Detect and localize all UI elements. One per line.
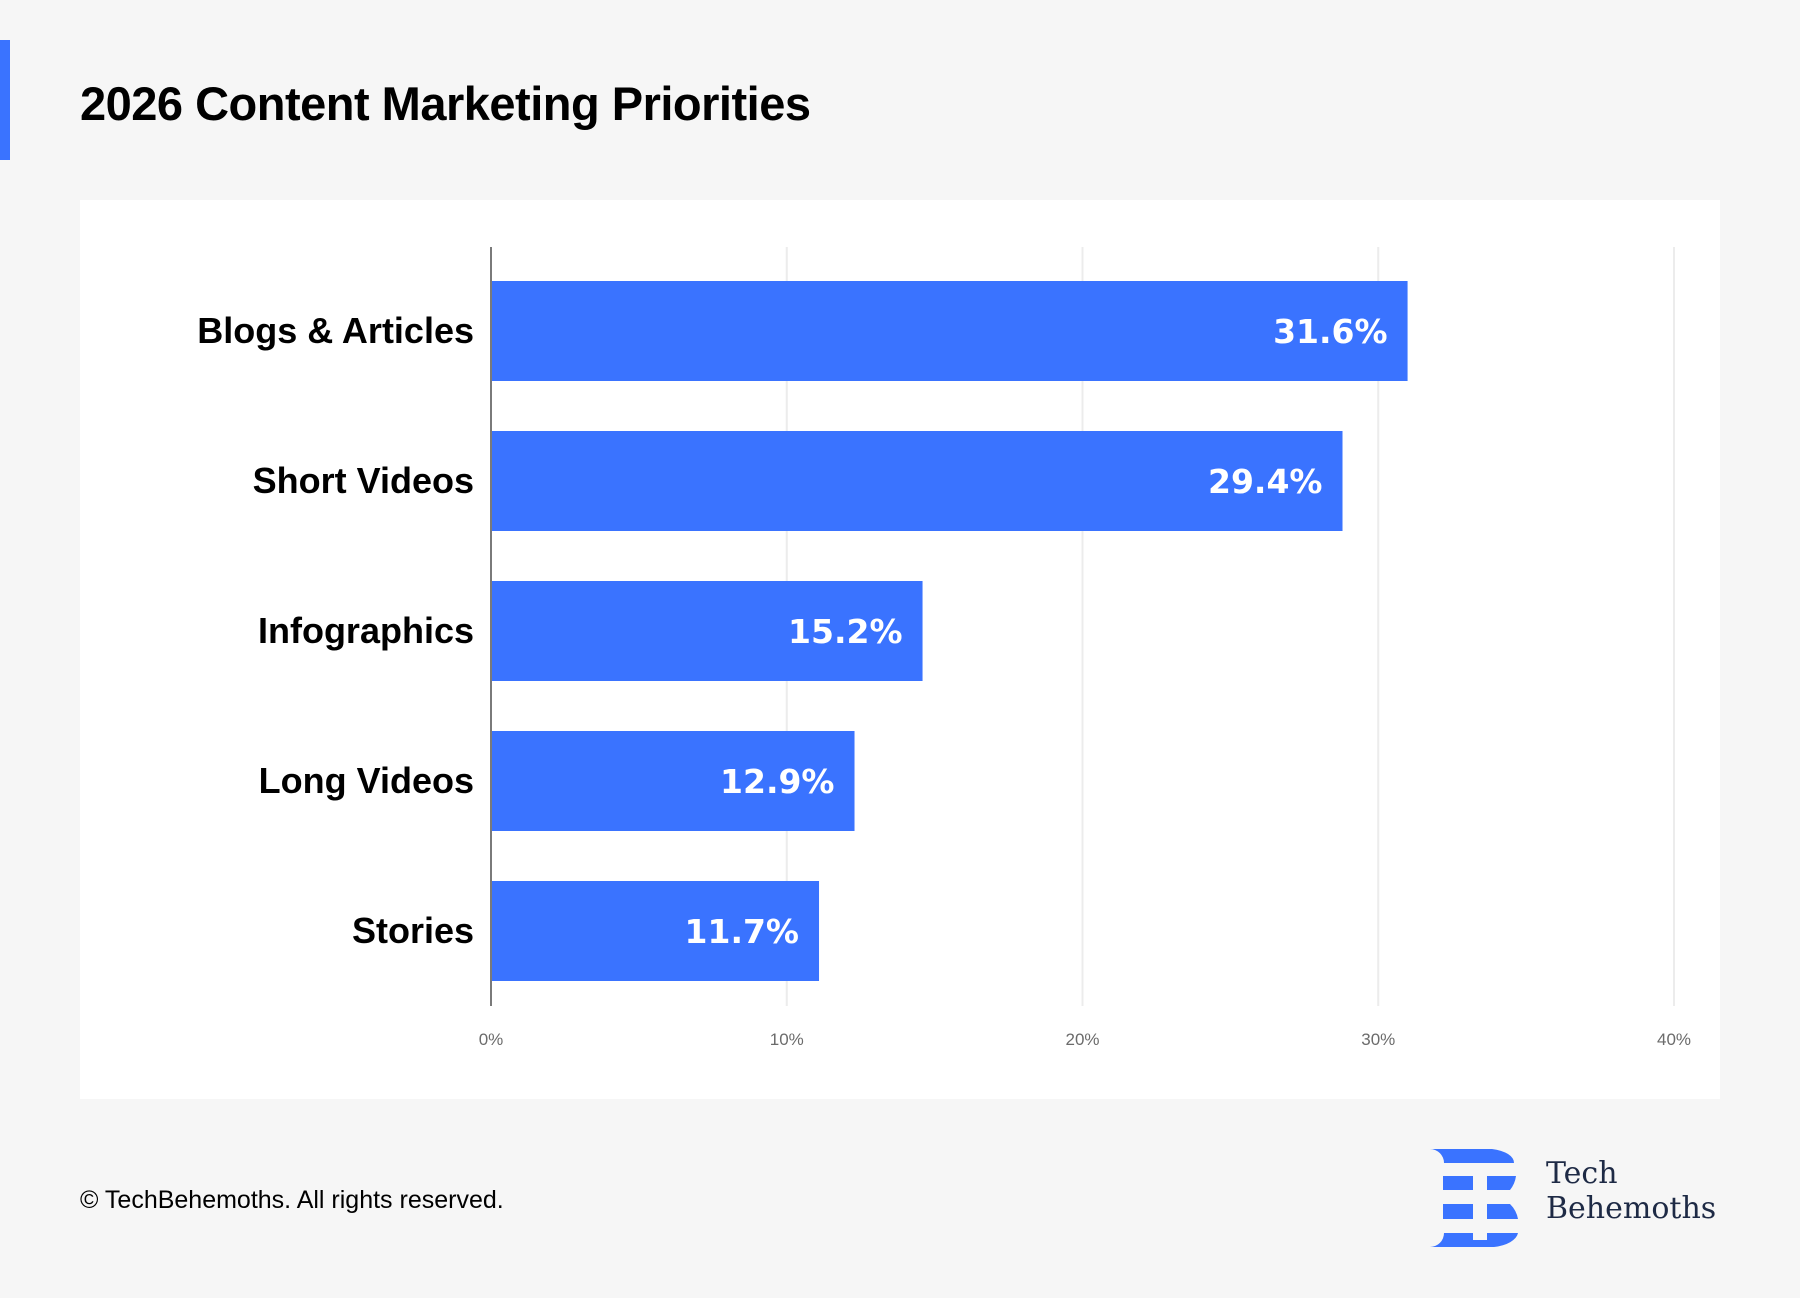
x-tick-label: 30%	[1361, 1030, 1395, 1049]
category-label: Stories	[352, 910, 474, 951]
techbehemoths-logo-icon	[1430, 1149, 1518, 1247]
category-labels: Blogs & Articles Short Videos Infographics…	[197, 310, 474, 951]
value-label: 31.6%	[1273, 312, 1388, 351]
bar	[491, 281, 1408, 381]
page-title: 2026 Content Marketing Priorities	[80, 77, 811, 130]
bar	[491, 581, 923, 681]
title-accent-bar	[0, 40, 10, 160]
logo-line-1: Tech	[1546, 1156, 1618, 1191]
value-label: 29.4%	[1208, 462, 1323, 501]
value-labels: 31.6% 29.4% 15.2% 12.9% 11.7%	[685, 312, 1388, 951]
category-label: Short Videos	[253, 460, 474, 501]
x-tick-labels: 0% 10% 20% 30% 40%	[479, 1030, 1691, 1049]
logo-wordmark: Tech Behemoths	[1546, 1156, 1716, 1226]
value-label: 12.9%	[720, 762, 835, 801]
x-tick-label: 0%	[479, 1030, 504, 1049]
bars	[491, 281, 1408, 981]
bar	[491, 881, 820, 981]
logo-line-2: Behemoths	[1546, 1191, 1717, 1226]
category-label: Infographics	[258, 610, 474, 651]
category-label: Long Videos	[259, 760, 474, 801]
x-tick-label: 20%	[1065, 1030, 1099, 1049]
bar	[491, 731, 855, 831]
copyright-notice: © TechBehemoths. All rights reserved.	[80, 1186, 504, 1214]
value-label: 15.2%	[788, 612, 903, 651]
x-tick-label: 10%	[770, 1030, 804, 1049]
x-tick-label: 40%	[1657, 1030, 1691, 1049]
value-label: 11.7%	[685, 912, 800, 951]
bar	[491, 431, 1343, 531]
category-label: Blogs & Articles	[197, 310, 474, 351]
